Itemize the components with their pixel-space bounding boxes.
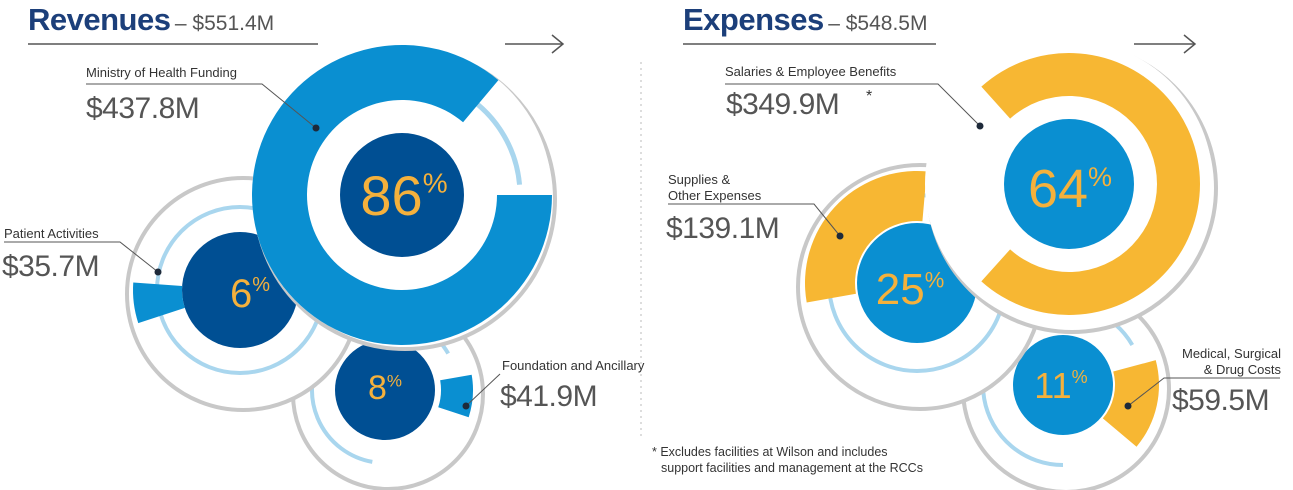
foundation-percent: 8% (368, 369, 402, 407)
salaries-label: Salaries & Employee Benefits (725, 64, 897, 79)
salaries-leader-dot (976, 122, 984, 130)
expenses-title: Expenses (683, 2, 824, 37)
medical-leader-dot (1124, 402, 1132, 410)
moh-label: Ministry of Health Funding (86, 65, 238, 80)
expenses-arrow-icon (1183, 34, 1197, 54)
supplies-label-line1: Supplies & (668, 172, 731, 187)
moh-percent: 86% (360, 164, 447, 227)
medical-label-line1: Medical, Surgical (1182, 346, 1281, 361)
supplies-percent: 25% (876, 265, 945, 314)
moh-center-disc (340, 133, 464, 257)
foundation-leader-dot (462, 402, 470, 410)
supplies-arc (805, 171, 927, 303)
patient-arc (133, 282, 185, 324)
patient-leader (4, 241, 159, 273)
salaries-center-disc (1004, 119, 1134, 249)
patient-percent: 6% (230, 272, 270, 316)
supplies-amount: $139.1M (666, 212, 780, 245)
supplies-leader-dot (836, 232, 844, 240)
moh-leader (86, 83, 317, 129)
moh-leader-dot (312, 124, 320, 132)
footnote: * Excludes facilities at Wilson and incl… (652, 444, 923, 476)
medical-leader (1127, 377, 1280, 407)
moh-amount: $437.8M (86, 92, 200, 125)
medical-label-line2: & Drug Costs (1203, 362, 1281, 377)
footnote-line2: support facilities and management at the… (661, 461, 923, 475)
salaries-arc (981, 52, 1200, 316)
revenues-arrow-icon (551, 34, 565, 54)
medical-percent: 11% (1034, 365, 1087, 406)
revenues-title: Revenues (28, 2, 171, 37)
medical-label: Medical, Surgical & Drug Costs (1182, 346, 1281, 378)
foundation-center-disc (335, 340, 435, 440)
revenues-header: Revenues – $551.4M (28, 2, 274, 38)
supplies-leader (668, 203, 841, 237)
foundation-amount: $41.9M (500, 380, 598, 413)
footnote-line1: * Excludes facilities at Wilson and incl… (652, 445, 888, 459)
salaries-amount: $349.9M (726, 88, 840, 121)
medical-center-disc (1013, 335, 1113, 435)
salaries-percent: 64% (1028, 159, 1112, 219)
patient-label: Patient Activities (4, 226, 99, 241)
expenses-header: Expenses – $548.5M (683, 2, 927, 38)
medical-amount: $59.5M (1172, 384, 1270, 417)
revenues-total: – $551.4M (174, 12, 275, 35)
foundation-label: Foundation and Ancillary (502, 358, 645, 373)
foundation-leader (465, 373, 501, 407)
patient-leader-dot (154, 268, 162, 276)
supplies-label-line2: Other Expenses (668, 188, 762, 203)
expenses-total: – $548.5M (828, 12, 928, 35)
supplies-label: Supplies & Other Expenses (668, 172, 761, 204)
patient-amount: $35.7M (2, 250, 100, 283)
moh-arc (251, 44, 552, 345)
salaries-leader (725, 83, 981, 127)
salaries-asterisk: * (866, 88, 873, 105)
